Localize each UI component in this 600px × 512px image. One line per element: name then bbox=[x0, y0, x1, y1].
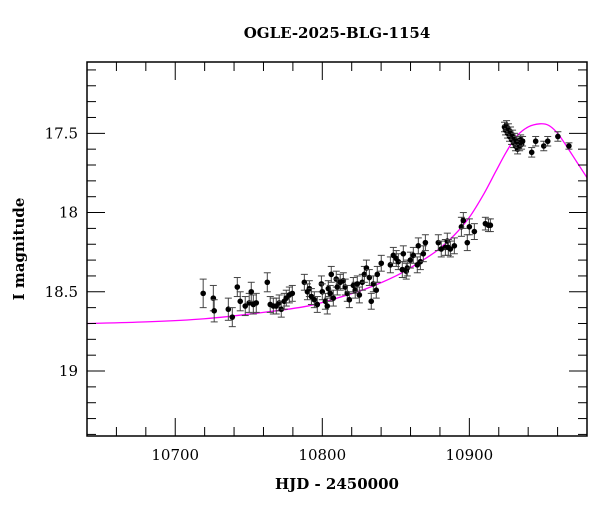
data-point bbox=[318, 283, 326, 301]
data-point bbox=[353, 275, 361, 293]
model-line bbox=[87, 123, 587, 325]
data-point bbox=[409, 246, 417, 264]
data-point bbox=[419, 245, 427, 263]
data-point bbox=[389, 246, 397, 264]
data-point bbox=[421, 234, 429, 252]
data-point bbox=[233, 277, 241, 298]
data-point bbox=[310, 291, 318, 309]
data-point bbox=[263, 272, 271, 293]
data-point bbox=[377, 254, 385, 272]
data-point bbox=[224, 297, 232, 321]
y-tick-label: 17.5 bbox=[45, 124, 78, 142]
model-curve bbox=[87, 123, 587, 325]
data-point bbox=[326, 284, 334, 302]
y-axis-label: I magnitude bbox=[10, 198, 28, 301]
data-point bbox=[247, 281, 255, 302]
y-tick-labels: 17.5 18 18.5 19 bbox=[45, 124, 78, 380]
data-point bbox=[327, 265, 335, 283]
data-point bbox=[210, 299, 218, 323]
data-point bbox=[544, 135, 552, 147]
data-point bbox=[465, 218, 473, 236]
data-point bbox=[373, 265, 381, 283]
chart-title: OGLE-2025-BLG-1154 bbox=[244, 24, 431, 42]
data-point bbox=[437, 240, 445, 258]
data-point bbox=[463, 234, 471, 252]
data-point bbox=[519, 135, 527, 147]
data-point bbox=[252, 292, 260, 313]
x-tick-label: 10800 bbox=[298, 446, 346, 464]
data-point bbox=[406, 251, 414, 269]
x-tick-label: 10700 bbox=[151, 446, 199, 464]
y-tick-label: 18 bbox=[59, 204, 78, 222]
data-point bbox=[413, 256, 421, 274]
data-point bbox=[414, 237, 422, 255]
data-point bbox=[288, 284, 296, 302]
data-point bbox=[362, 259, 370, 277]
data-point bbox=[532, 135, 540, 147]
data-point bbox=[313, 296, 321, 313]
data-point bbox=[333, 278, 341, 296]
data-point bbox=[565, 142, 573, 150]
plot-area bbox=[86, 61, 588, 437]
x-tick-label: 10900 bbox=[445, 446, 493, 464]
data-point bbox=[367, 292, 375, 310]
data-point bbox=[329, 289, 337, 307]
data-point bbox=[450, 237, 458, 255]
data-point bbox=[345, 291, 353, 309]
plot-frame bbox=[86, 61, 588, 437]
data-point bbox=[528, 147, 536, 158]
axis-ticks bbox=[86, 62, 588, 436]
data-point bbox=[470, 223, 478, 240]
data-point bbox=[199, 278, 207, 309]
x-axis-label: HJD - 2450000 bbox=[275, 475, 399, 493]
data-point bbox=[355, 286, 363, 304]
data-point bbox=[228, 307, 236, 328]
data-points bbox=[199, 120, 573, 328]
data-point bbox=[209, 284, 217, 312]
data-point bbox=[323, 297, 331, 315]
data-point bbox=[241, 296, 249, 317]
data-point bbox=[446, 240, 454, 258]
y-tick-label: 18.5 bbox=[45, 283, 78, 301]
data-point bbox=[236, 291, 244, 312]
data-point bbox=[459, 212, 467, 229]
data-point bbox=[266, 296, 274, 313]
data-point bbox=[486, 218, 494, 233]
data-point bbox=[554, 131, 562, 142]
data-point bbox=[399, 245, 407, 263]
data-point bbox=[249, 294, 257, 315]
x-tick-labels: 10700 10800 10900 bbox=[151, 446, 493, 464]
y-tick-label: 19 bbox=[59, 362, 78, 380]
